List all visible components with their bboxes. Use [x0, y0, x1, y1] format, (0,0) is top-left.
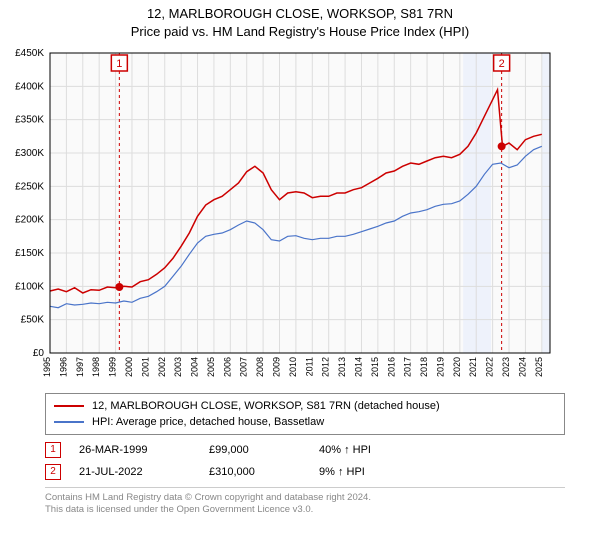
svg-text:2010: 2010 [288, 357, 298, 377]
svg-text:2024: 2024 [517, 357, 527, 377]
legend-label: HPI: Average price, detached house, Bass… [92, 416, 324, 428]
svg-text:£200K: £200K [15, 215, 44, 226]
marker-price: £310,000 [209, 466, 319, 478]
svg-text:2014: 2014 [353, 357, 363, 377]
svg-text:2003: 2003 [173, 357, 183, 377]
svg-text:2004: 2004 [190, 357, 200, 377]
marker-table: 1 26-MAR-1999£99,00040% ↑ HPI 2 21-JUL-2022… [45, 439, 565, 483]
marker-price: £99,000 [209, 444, 319, 456]
svg-text:2019: 2019 [435, 357, 445, 377]
title-main: 12, MARLBOROUGH CLOSE, WORKSOP, S81 7RN [0, 0, 600, 21]
svg-text:1996: 1996 [58, 357, 68, 377]
price-chart: £0£50K£100K£150K£200K£250K£300K£350K£400… [5, 45, 565, 385]
svg-text:2013: 2013 [337, 357, 347, 377]
svg-text:2025: 2025 [534, 357, 544, 377]
svg-text:2016: 2016 [386, 357, 396, 377]
marker-date: 26-MAR-1999 [79, 444, 209, 456]
legend-swatch [54, 421, 84, 423]
legend-item: HPI: Average price, detached house, Bass… [54, 414, 556, 430]
footer-line-1: Contains HM Land Registry data © Crown c… [45, 492, 565, 504]
marker-pct: 40% ↑ HPI [319, 444, 419, 456]
svg-text:£300K: £300K [15, 148, 44, 159]
svg-text:£150K: £150K [15, 248, 44, 259]
footer-attribution: Contains HM Land Registry data © Crown c… [45, 487, 565, 517]
svg-text:£50K: £50K [21, 315, 45, 326]
svg-text:2002: 2002 [157, 357, 167, 377]
svg-text:2: 2 [499, 58, 505, 70]
marker-pct: 9% ↑ HPI [319, 466, 419, 478]
marker-badge: 1 [45, 442, 61, 458]
svg-text:2021: 2021 [468, 357, 478, 377]
svg-text:£400K: £400K [15, 81, 44, 92]
svg-text:2018: 2018 [419, 357, 429, 377]
svg-text:£350K: £350K [15, 115, 44, 126]
svg-text:1998: 1998 [91, 357, 101, 377]
svg-text:2023: 2023 [501, 357, 511, 377]
svg-text:2015: 2015 [370, 357, 380, 377]
svg-text:2001: 2001 [140, 357, 150, 377]
svg-text:1999: 1999 [108, 357, 118, 377]
svg-text:£250K: £250K [15, 181, 44, 192]
marker-date: 21-JUL-2022 [79, 466, 209, 478]
svg-text:2022: 2022 [485, 357, 495, 377]
svg-text:2008: 2008 [255, 357, 265, 377]
marker-row: 1 26-MAR-1999£99,00040% ↑ HPI [45, 439, 565, 461]
legend-label: 12, MARLBOROUGH CLOSE, WORKSOP, S81 7RN … [92, 400, 440, 412]
svg-text:1: 1 [116, 58, 122, 70]
svg-text:£100K: £100K [15, 281, 44, 292]
svg-text:2000: 2000 [124, 357, 134, 377]
title-sub: Price paid vs. HM Land Registry's House … [0, 21, 600, 45]
svg-text:£450K: £450K [15, 48, 44, 59]
svg-text:2011: 2011 [304, 357, 314, 376]
svg-text:2020: 2020 [452, 357, 462, 377]
marker-row: 2 21-JUL-2022£310,0009% ↑ HPI [45, 461, 565, 483]
svg-text:2009: 2009 [272, 357, 282, 377]
legend-item: 12, MARLBOROUGH CLOSE, WORKSOP, S81 7RN … [54, 398, 556, 414]
marker-badge: 2 [45, 464, 61, 480]
svg-text:2017: 2017 [403, 357, 413, 377]
svg-text:2005: 2005 [206, 357, 216, 377]
footer-line-2: This data is licensed under the Open Gov… [45, 504, 565, 516]
legend: 12, MARLBOROUGH CLOSE, WORKSOP, S81 7RN … [45, 393, 565, 435]
svg-text:1997: 1997 [75, 357, 85, 377]
legend-swatch [54, 405, 84, 407]
svg-text:2012: 2012 [321, 357, 331, 377]
svg-text:1995: 1995 [42, 357, 52, 377]
svg-text:2006: 2006 [222, 357, 232, 377]
svg-text:2007: 2007 [239, 357, 249, 377]
